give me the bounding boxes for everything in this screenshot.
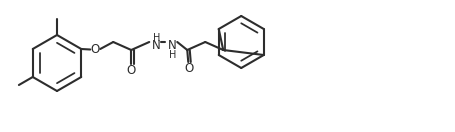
Text: O: O xyxy=(126,65,136,77)
Text: O: O xyxy=(184,62,193,76)
Text: N: N xyxy=(167,39,176,53)
Text: N: N xyxy=(152,39,160,53)
Text: H: H xyxy=(168,50,176,60)
Text: H: H xyxy=(152,33,160,43)
Text: O: O xyxy=(91,44,100,56)
